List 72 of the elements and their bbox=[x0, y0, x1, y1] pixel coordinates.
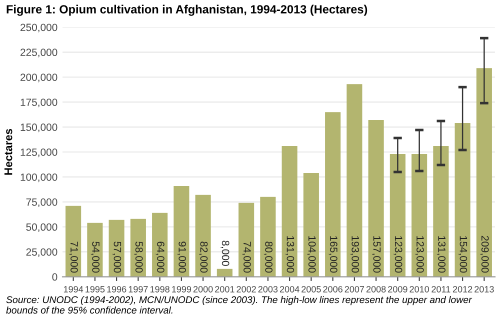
bar bbox=[152, 212, 168, 277]
bar bbox=[346, 84, 362, 277]
chart-title: Figure 1: Opium cultivation in Afghanistan, 1994-2013 (Hectares) bbox=[6, 4, 368, 16]
data-label: 82,000 bbox=[199, 242, 208, 273]
data-label: 57,000 bbox=[112, 242, 122, 273]
bar bbox=[325, 112, 341, 277]
data-label: 131,000 bbox=[436, 236, 446, 273]
x-tick-label: 2001 bbox=[215, 286, 234, 292]
y-tick-label: 175,000 bbox=[20, 98, 58, 108]
bar bbox=[303, 172, 319, 277]
data-label: 209,000 bbox=[480, 236, 489, 273]
data-label: 71,000 bbox=[69, 242, 78, 273]
y-tick-label: 150,000 bbox=[20, 124, 58, 132]
bar bbox=[66, 206, 82, 277]
x-tick-label: 2005 bbox=[302, 286, 321, 292]
data-label: 154,000 bbox=[458, 236, 468, 273]
data-label: 123,000 bbox=[394, 236, 402, 273]
x-tick-label: 1994 bbox=[64, 286, 84, 292]
y-tick-label: 125,000 bbox=[20, 148, 58, 158]
y-tick-label: 250,000 bbox=[20, 24, 58, 32]
x-tick-label: 2012 bbox=[452, 286, 472, 292]
data-label: 193,000 bbox=[350, 236, 360, 273]
y-tick-label: 25,000 bbox=[26, 248, 58, 257]
data-label: 8,000 bbox=[220, 240, 230, 266]
x-tick-label: 1997 bbox=[128, 286, 148, 292]
data-label: 74,000 bbox=[242, 242, 251, 273]
x-tick-label: 2008 bbox=[366, 286, 386, 292]
bar bbox=[368, 120, 384, 277]
bar bbox=[260, 196, 276, 277]
y-tick-label: 0 bbox=[52, 273, 58, 281]
x-tick-label: 2000 bbox=[193, 286, 213, 292]
source-note: Source: UNODC (1994-2002), MCN/UNODC (since 2003). The high-low lines represent the upper and lower bounds of the 95% confidence interval. bbox=[6, 296, 472, 314]
data-label: 91,000 bbox=[177, 242, 186, 273]
data-label: 157,000 bbox=[372, 236, 381, 273]
x-tick-label: 1999 bbox=[172, 286, 192, 292]
x-tick-label: 2002 bbox=[236, 286, 256, 292]
y-tick-label: 200,000 bbox=[20, 74, 58, 82]
bar bbox=[390, 154, 406, 277]
bar bbox=[108, 220, 124, 277]
y-axis-title: Hectares bbox=[4, 128, 12, 175]
bar bbox=[433, 146, 449, 277]
bar bbox=[174, 186, 190, 277]
x-tick-label: 2004 bbox=[280, 286, 300, 292]
data-label: 165,000 bbox=[328, 236, 338, 273]
y-tick-label: 50,000 bbox=[26, 223, 58, 232]
x-tick-label: 1995 bbox=[86, 286, 105, 292]
bar bbox=[282, 146, 298, 277]
x-tick-label: 2003 bbox=[258, 286, 278, 292]
x-tick-label: 2011 bbox=[432, 286, 450, 292]
y-tick-label: 75,000 bbox=[26, 198, 58, 208]
x-tick-label: 2009 bbox=[388, 286, 408, 292]
x-tick-label: 2010 bbox=[410, 286, 429, 292]
y-tick-label: 100,000 bbox=[20, 173, 58, 182]
y-tick-label: 225,000 bbox=[20, 48, 58, 58]
bar bbox=[238, 202, 254, 277]
x-tick-label: 1996 bbox=[107, 286, 126, 292]
data-label: 54,000 bbox=[90, 242, 100, 273]
x-tick-label: 1998 bbox=[150, 286, 170, 292]
x-tick-label: 2007 bbox=[344, 286, 364, 292]
x-tick-label: 2013 bbox=[474, 286, 494, 292]
data-label: 131,000 bbox=[286, 236, 294, 273]
bar bbox=[476, 68, 492, 277]
data-label: 80,000 bbox=[264, 242, 273, 273]
bar bbox=[195, 194, 211, 277]
bar bbox=[130, 218, 146, 277]
x-tick-label: 2006 bbox=[323, 286, 342, 292]
data-label: 104,000 bbox=[307, 236, 316, 273]
data-label: 58,000 bbox=[134, 242, 143, 273]
bar bbox=[454, 123, 470, 277]
data-label: 64,000 bbox=[156, 242, 164, 273]
data-label: 123,000 bbox=[415, 236, 424, 273]
bar bbox=[412, 154, 428, 277]
